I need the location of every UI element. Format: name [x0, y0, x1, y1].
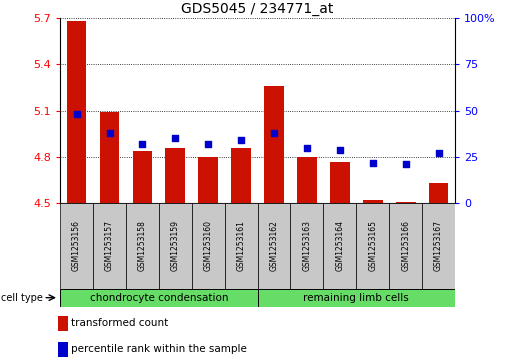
Bar	[225, 203, 257, 289]
Point	[171, 136, 179, 142]
Text: GSM1253156: GSM1253156	[72, 220, 81, 272]
Bar	[93, 203, 126, 289]
Bar	[159, 203, 192, 289]
Bar	[422, 203, 455, 289]
Bar	[389, 203, 422, 289]
Point	[237, 138, 245, 143]
Title: GDS5045 / 234771_at: GDS5045 / 234771_at	[181, 2, 334, 16]
Point	[270, 130, 278, 136]
Bar	[60, 203, 93, 289]
Point	[402, 162, 410, 167]
Text: remaining limb cells: remaining limb cells	[303, 293, 409, 303]
Bar	[323, 203, 356, 289]
Text: GSM1253165: GSM1253165	[368, 220, 377, 272]
Bar	[429, 183, 448, 203]
Text: transformed count: transformed count	[71, 318, 168, 329]
Text: GSM1253158: GSM1253158	[138, 220, 147, 272]
Text: GSM1253157: GSM1253157	[105, 220, 114, 272]
Bar	[58, 316, 68, 331]
Point	[303, 145, 311, 151]
Text: cell type: cell type	[1, 293, 43, 303]
Bar	[396, 202, 415, 203]
Point	[336, 147, 344, 152]
Point	[105, 130, 113, 136]
Point	[72, 111, 81, 117]
Bar	[165, 148, 185, 203]
Bar	[257, 289, 455, 307]
Point	[369, 160, 377, 166]
Text: GSM1253167: GSM1253167	[434, 220, 443, 272]
Bar	[58, 342, 68, 357]
Bar	[356, 203, 389, 289]
Point	[435, 150, 443, 156]
Bar	[132, 151, 152, 203]
Point	[204, 141, 212, 147]
Text: GSM1253164: GSM1253164	[335, 220, 344, 272]
Bar	[264, 86, 284, 203]
Text: GSM1253163: GSM1253163	[302, 220, 311, 272]
Text: GSM1253161: GSM1253161	[236, 220, 246, 272]
Point	[138, 141, 146, 147]
Bar	[257, 203, 290, 289]
Text: GSM1253160: GSM1253160	[204, 220, 213, 272]
Bar	[297, 157, 317, 203]
Bar	[100, 112, 119, 203]
Text: percentile rank within the sample: percentile rank within the sample	[71, 344, 247, 354]
Text: GSM1253159: GSM1253159	[171, 220, 180, 272]
Bar	[192, 203, 225, 289]
Bar	[67, 21, 86, 203]
Bar	[198, 157, 218, 203]
Text: GSM1253166: GSM1253166	[401, 220, 410, 272]
Bar	[290, 203, 323, 289]
Bar	[126, 203, 159, 289]
Text: chondrocyte condensation: chondrocyte condensation	[89, 293, 228, 303]
Bar	[231, 148, 251, 203]
Bar	[330, 162, 350, 203]
Bar	[60, 289, 257, 307]
Text: GSM1253162: GSM1253162	[269, 220, 279, 272]
Bar	[363, 200, 383, 203]
